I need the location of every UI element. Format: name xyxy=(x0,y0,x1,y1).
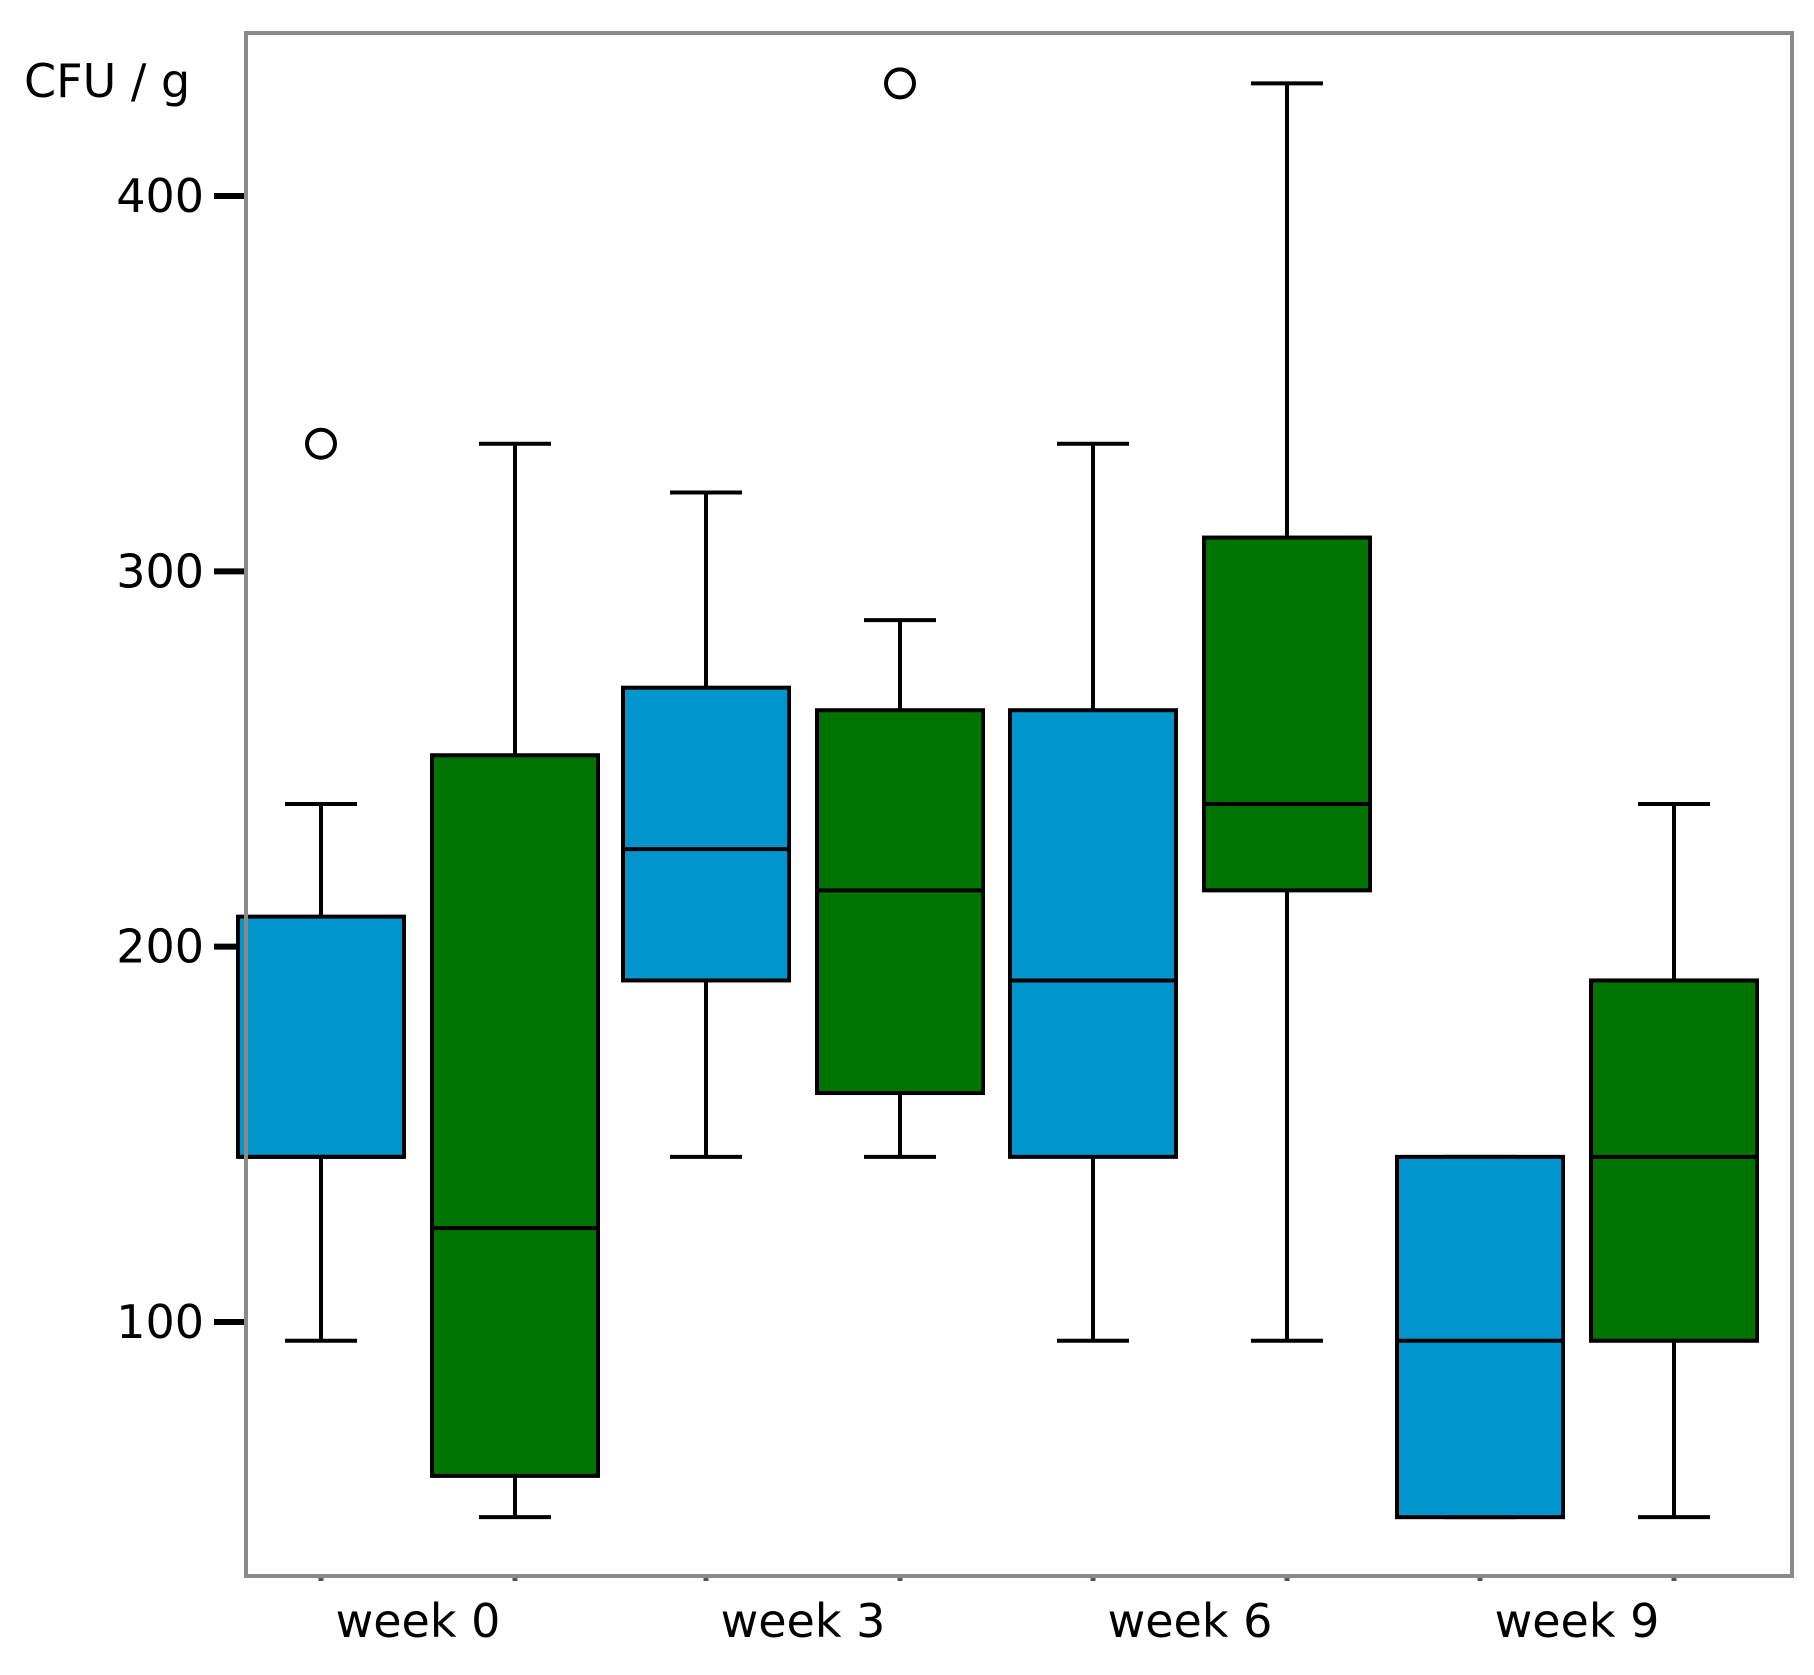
outlier-series1-week-0-0 xyxy=(305,427,337,460)
box-body-series2-week-6 xyxy=(1202,535,1372,893)
box-body-series1-week-9 xyxy=(1395,1154,1565,1520)
box-series2-week-3 xyxy=(815,67,985,1159)
box-series2-week-6 xyxy=(1202,81,1372,1343)
box-body-series1-week-6 xyxy=(1008,708,1178,1159)
box-series1-week-9 xyxy=(1395,1154,1565,1520)
box-series2-week-0 xyxy=(430,441,600,1520)
x-tick-label-week-3: week 3 xyxy=(721,1594,886,1648)
plot-frame xyxy=(244,31,1794,1578)
y-tick-label-400: 400 xyxy=(116,169,204,223)
x-tick-label-week-9: week 9 xyxy=(1495,1594,1660,1648)
outlier-series2-week-3-0 xyxy=(884,67,916,100)
box-body-series1-week-0 xyxy=(236,914,406,1159)
box-body-series2-week-0 xyxy=(430,753,600,1478)
y-tick-label-200: 200 xyxy=(116,920,204,974)
box-body-series1-week-3 xyxy=(621,685,791,983)
x-tick-label-week-6: week 6 xyxy=(1108,1594,1273,1648)
box-layer xyxy=(236,67,1759,1520)
y-tick-label-100: 100 xyxy=(116,1295,204,1349)
box-series1-week-3 xyxy=(621,490,791,1159)
box-body-series2-week-9 xyxy=(1589,978,1759,1343)
y-axis-title: CFU / g xyxy=(24,54,190,108)
box-series1-week-6 xyxy=(1008,441,1178,1343)
y-tick-label-300: 300 xyxy=(116,544,204,598)
x-tick-label-week-0: week 0 xyxy=(336,1594,501,1648)
box-series1-week-0 xyxy=(236,427,406,1343)
axis-layer: 100 200 300 400 week 0 week 3 week 6 week 9 xyxy=(116,169,1677,1648)
box-body-series2-week-3 xyxy=(815,708,985,1096)
box-series2-week-9 xyxy=(1589,802,1759,1520)
